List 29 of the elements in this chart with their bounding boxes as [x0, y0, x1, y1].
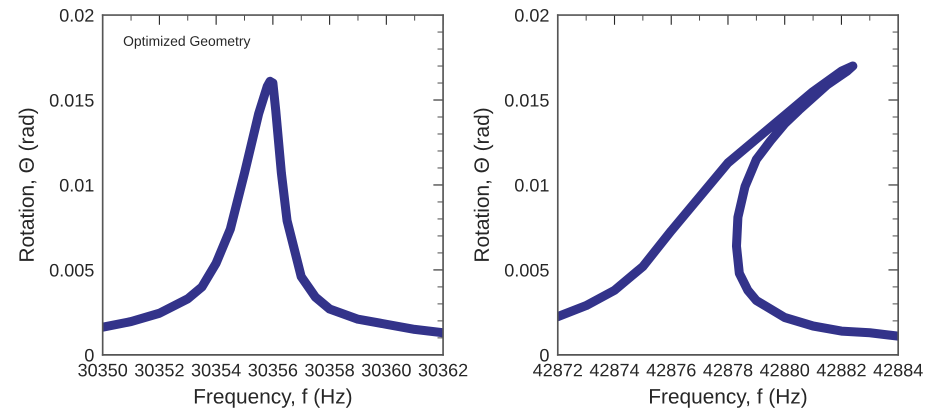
annotation: Optimized Geometry: [124, 36, 250, 49]
y-tick-label: 0.015: [50, 94, 94, 107]
y-tick-label: 0.005: [50, 264, 94, 277]
y-tick-label: 0: [540, 348, 549, 362]
x-tick-label: 42878: [703, 364, 752, 376]
x-axis-title: Frequency, f (Hz): [650, 388, 806, 408]
x-axis-title: Frequency, f (Hz): [194, 388, 352, 408]
x-tick-label: 42872: [533, 364, 582, 376]
y-tick-label: 0.015: [504, 94, 549, 107]
x-tick-label: 30360: [362, 364, 411, 376]
x-tick-label: 42882: [816, 364, 866, 376]
y-tick-label: 0: [85, 348, 94, 362]
x-tick-label: 30362: [418, 364, 468, 376]
x-tick-label: 30358: [305, 364, 354, 376]
x-tick-label: 30356: [248, 364, 298, 376]
x-tick-label: 42884: [873, 364, 923, 376]
y-tick-label: 0.01: [60, 178, 94, 192]
y-axis-title: Rotation, Θ (rad): [18, 108, 38, 261]
x-tick-label: 30354: [192, 364, 241, 376]
x-tick-label: 30352: [134, 364, 184, 376]
x-tick-label: 42874: [590, 364, 640, 376]
y-tick-label: 0.01: [515, 178, 549, 192]
y-tick-label: 0.02: [515, 8, 549, 22]
x-tick-label: 30350: [78, 364, 128, 376]
y-tick-label: 0.02: [60, 8, 94, 22]
y-tick-label: 0.005: [504, 264, 549, 277]
y-axis-title: Rotation, Θ (rad): [474, 108, 494, 261]
x-tick-label: 42876: [646, 364, 696, 376]
x-tick-label: 42880: [760, 364, 810, 376]
